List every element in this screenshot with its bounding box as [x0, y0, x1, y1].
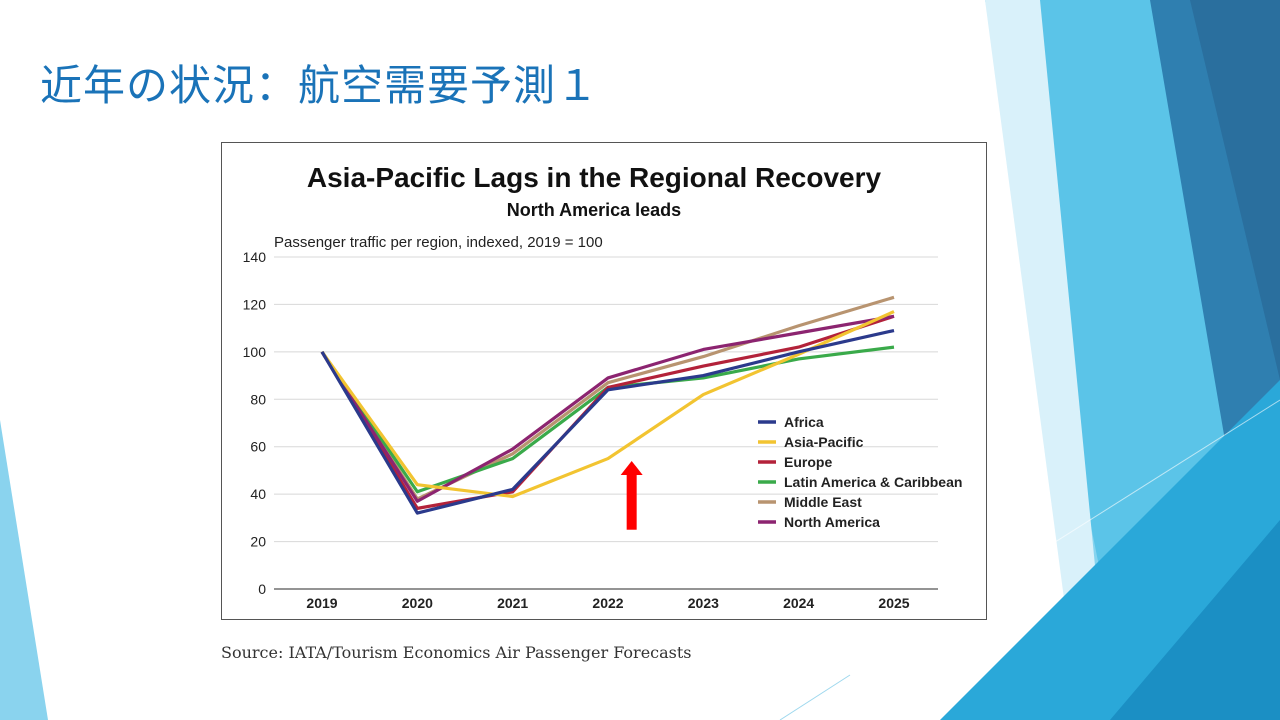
y-tick-label: 80	[250, 391, 266, 407]
line-chart: Asia-Pacific Lags in the Regional Recove…	[243, 162, 963, 611]
chart-title: Asia-Pacific Lags in the Regional Recove…	[307, 162, 882, 193]
x-tick-label: 2019	[306, 595, 337, 611]
x-tick-label: 2024	[783, 595, 814, 611]
y-tick-label: 40	[250, 486, 266, 502]
annotation-arrow-head	[620, 460, 643, 475]
series-line-asia-pacific	[320, 310, 895, 499]
legend-label-north-america: North America	[784, 514, 880, 530]
series-line-africa	[320, 328, 895, 515]
annotation	[620, 460, 643, 530]
x-tick-label: 2025	[878, 595, 909, 611]
series-line-north-america	[320, 314, 895, 503]
series-line-europe	[320, 314, 895, 510]
legend-label-latin-america-caribbean: Latin America & Caribbean	[784, 474, 962, 490]
x-tick-label: 2021	[497, 595, 528, 611]
y-axis-label: Passenger traffic per region, indexed, 2…	[274, 234, 603, 251]
y-tick-label: 0	[258, 581, 266, 597]
y-tick-label: 60	[250, 439, 266, 455]
legend-label-asia-pacific: Asia-Pacific	[784, 434, 864, 450]
y-tick-label: 100	[243, 344, 267, 360]
legend-label-africa: Africa	[784, 414, 824, 430]
annotation-arrow-shaft	[626, 472, 637, 530]
legend-label-middle-east: Middle East	[784, 494, 862, 510]
x-tick-label: 2023	[688, 595, 719, 611]
y-tick-label: 20	[250, 534, 266, 550]
chart-subtitle: North America leads	[507, 200, 681, 220]
axis-ticks: 0 20 40 60 80 100 120 140 2019 2020 2021 2022 2023 20…	[243, 249, 910, 611]
slide-title: 近年の状況：航空需要予測１	[40, 61, 600, 110]
y-tick-label: 120	[243, 296, 267, 312]
x-tick-label: 2020	[402, 595, 433, 611]
grid	[274, 256, 938, 590]
source-note: Source: IATA/Tourism Economics Air Passe…	[221, 643, 692, 662]
series-lines	[320, 295, 895, 515]
x-tick-label: 2022	[592, 595, 623, 611]
legend: Africa Asia-Pacific Europe Latin America & …	[758, 414, 962, 530]
legend-label-europe: Europe	[784, 454, 832, 470]
chart-container: Asia-Pacific Lags in the Regional Recove…	[221, 142, 987, 620]
y-tick-label: 140	[243, 249, 267, 265]
